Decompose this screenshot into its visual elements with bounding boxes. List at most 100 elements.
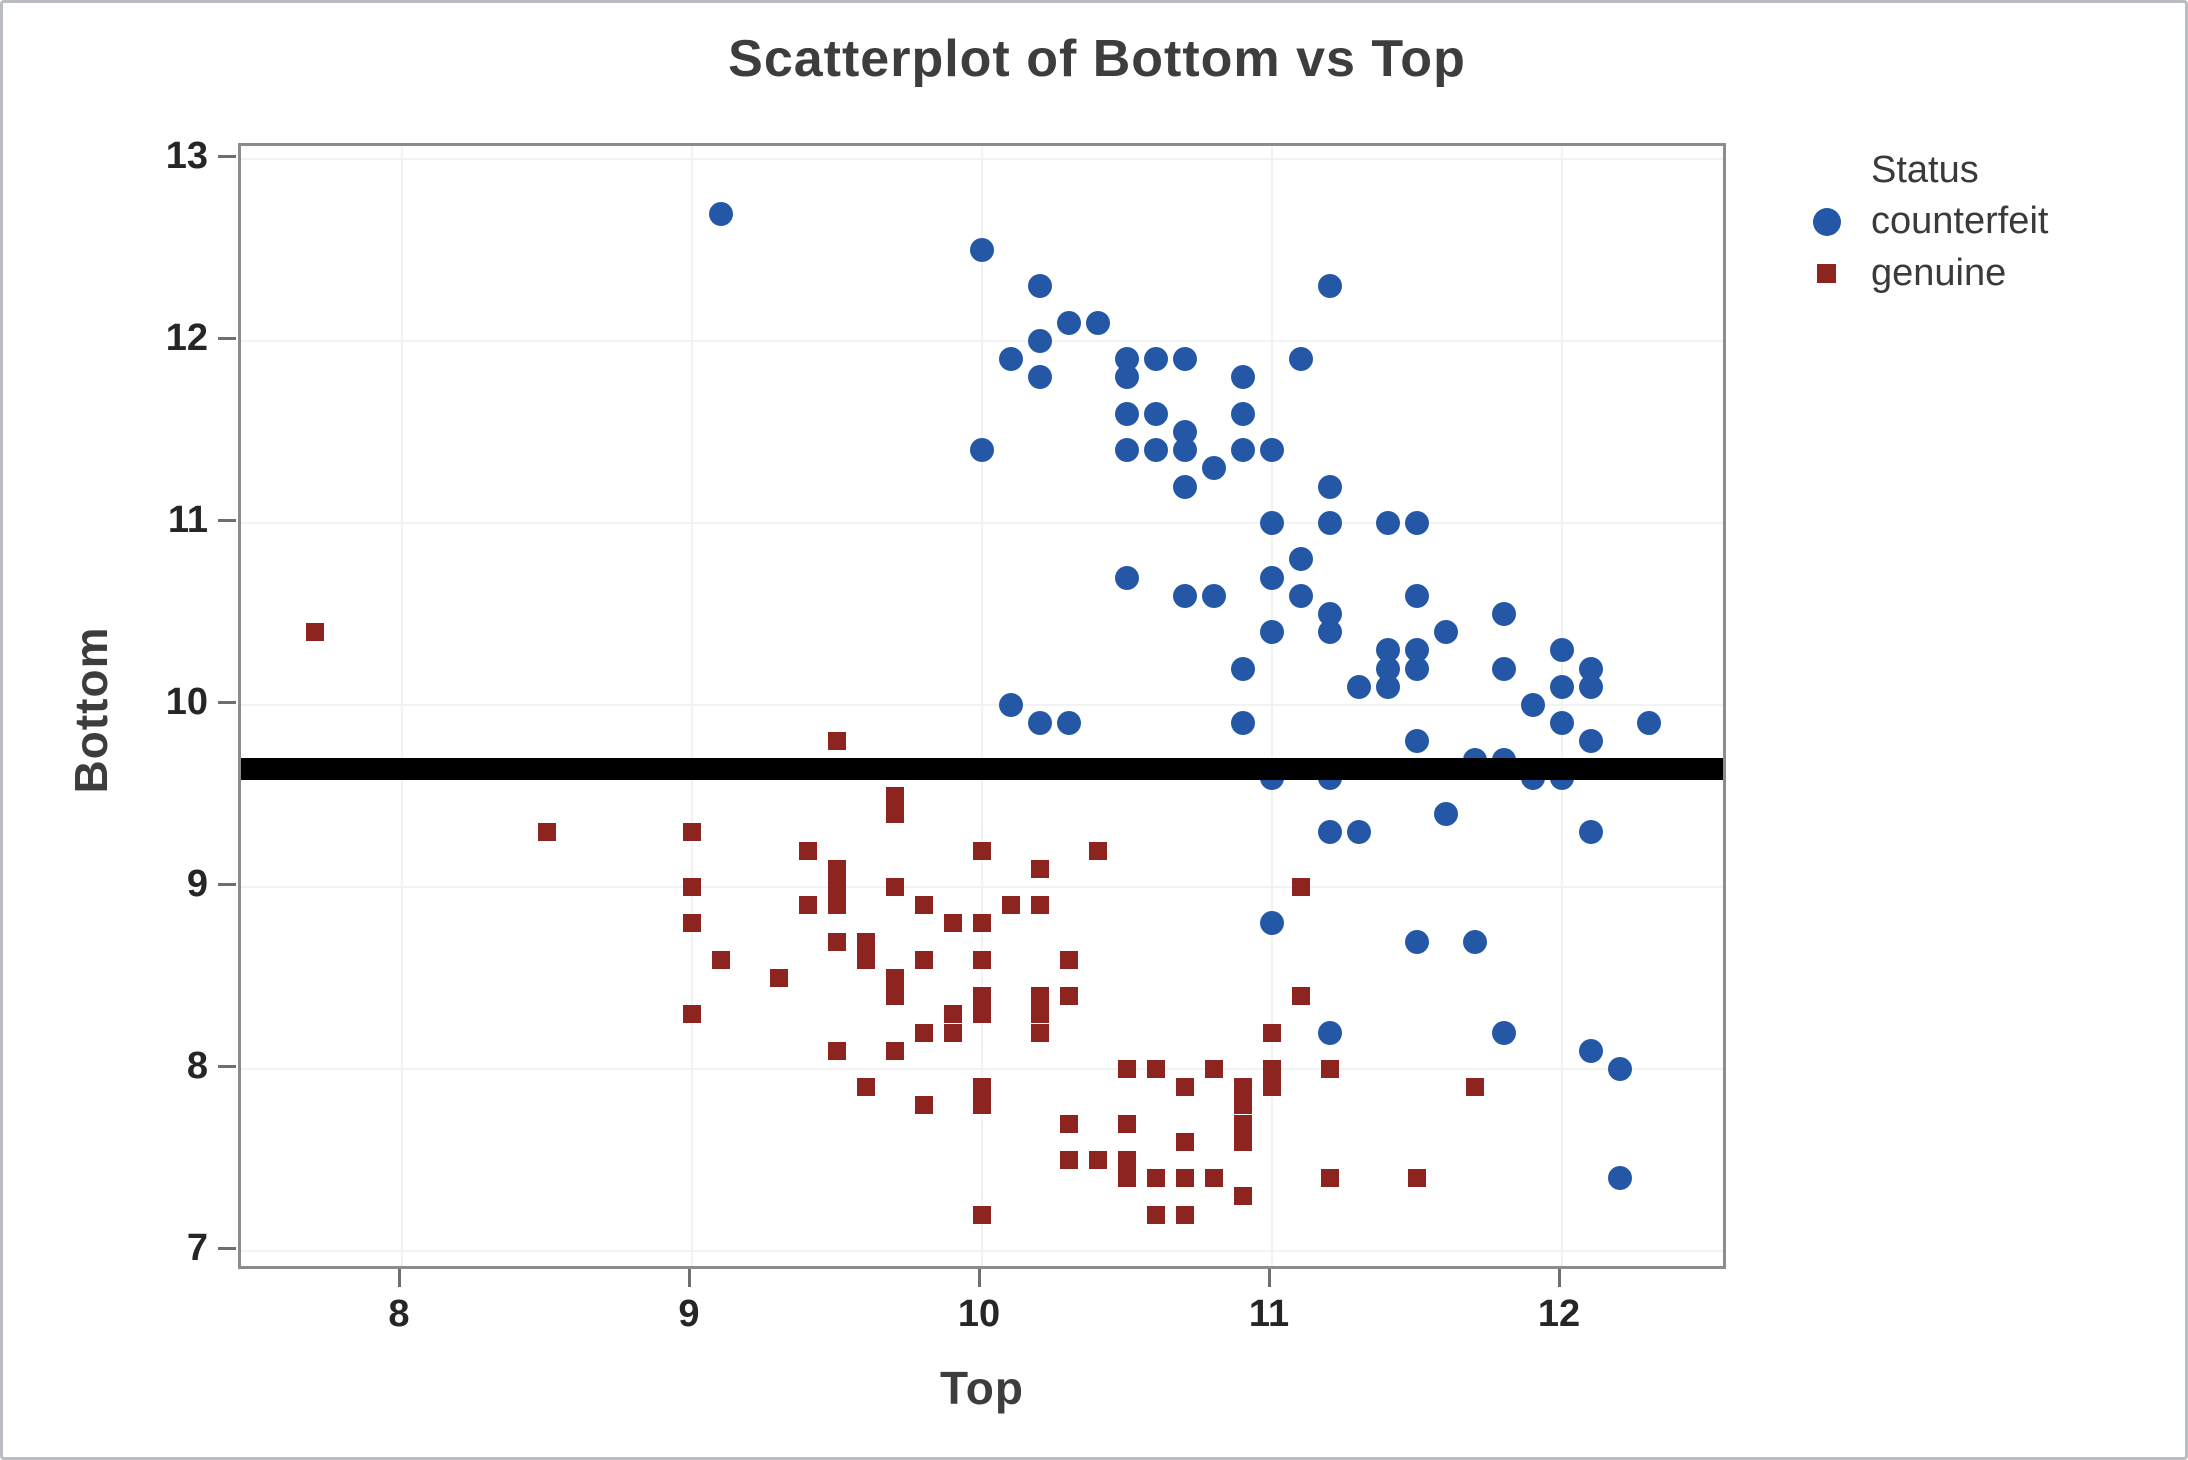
data-point-genuine — [915, 896, 933, 915]
data-point-counterfeit — [1318, 620, 1342, 645]
data-point-genuine — [1031, 1005, 1049, 1024]
x-tick-label: 11 — [1248, 1293, 1290, 1335]
data-point-counterfeit — [1434, 802, 1458, 827]
data-point-genuine — [1031, 1023, 1049, 1042]
data-point-counterfeit — [1347, 820, 1371, 845]
data-point-genuine — [886, 878, 904, 896]
data-point-counterfeit — [1492, 1020, 1516, 1045]
data-point-counterfeit — [1260, 438, 1284, 463]
data-point-genuine — [306, 623, 324, 642]
data-point-genuine — [1060, 987, 1078, 1006]
data-point-counterfeit — [1231, 365, 1255, 390]
data-point-genuine — [1263, 1060, 1281, 1078]
x-tick-mark — [1268, 1269, 1271, 1287]
data-point-genuine — [1234, 1078, 1252, 1097]
x-tick-label: 9 — [678, 1293, 700, 1335]
x-tick-mark — [688, 1269, 691, 1287]
y-tick-label: 10 — [165, 681, 208, 723]
data-point-genuine — [886, 987, 904, 1006]
data-point-counterfeit — [1231, 656, 1255, 681]
data-point-genuine — [1176, 1169, 1194, 1188]
gridline-horizontal — [241, 704, 1723, 706]
legend-item-counterfeit: counterfeit — [1805, 200, 2048, 243]
data-point-counterfeit — [1608, 1166, 1632, 1191]
data-point-counterfeit — [1202, 456, 1226, 481]
data-point-counterfeit — [1231, 711, 1255, 736]
data-point-counterfeit — [1376, 511, 1400, 535]
data-point-genuine — [973, 1205, 991, 1224]
legend: Status counterfeit genuine — [1805, 149, 2048, 304]
data-point-counterfeit — [1028, 365, 1052, 390]
data-point-counterfeit — [1289, 547, 1313, 572]
gridline-horizontal — [241, 158, 1723, 160]
gridline-vertical — [691, 146, 693, 1266]
data-point-counterfeit — [1289, 347, 1313, 372]
data-point-genuine — [1147, 1205, 1165, 1224]
legend-item-label: counterfeit — [1871, 200, 2049, 242]
data-point-counterfeit — [999, 347, 1023, 372]
data-point-counterfeit — [1579, 820, 1603, 845]
y-tick-mark — [218, 1247, 236, 1250]
legend-item-label: genuine — [1871, 252, 2007, 294]
data-point-counterfeit — [1521, 693, 1545, 717]
data-point-genuine — [770, 969, 788, 987]
data-point-genuine — [683, 1005, 701, 1024]
data-point-genuine — [1234, 1132, 1252, 1151]
data-point-genuine — [1176, 1078, 1194, 1097]
data-point-genuine — [886, 787, 904, 805]
data-point-counterfeit — [1173, 474, 1197, 499]
data-point-counterfeit — [1492, 656, 1516, 681]
data-point-genuine — [1292, 987, 1310, 1006]
data-point-genuine — [915, 1023, 933, 1042]
y-tick-mark — [218, 337, 236, 340]
gridline-vertical — [1561, 146, 1563, 1266]
data-point-counterfeit — [1260, 565, 1284, 590]
data-point-genuine — [1031, 987, 1049, 1006]
data-point-counterfeit — [1144, 438, 1168, 463]
data-point-genuine — [828, 732, 846, 751]
y-tick-label: 13 — [165, 135, 208, 177]
data-point-genuine — [828, 932, 846, 951]
data-point-counterfeit — [1260, 620, 1284, 645]
chart-title: Scatterplot of Bottom vs Top — [728, 30, 1466, 88]
data-point-counterfeit — [1405, 511, 1429, 535]
data-point-genuine — [1321, 1169, 1339, 1188]
data-point-counterfeit — [1318, 274, 1342, 299]
data-point-genuine — [1408, 1169, 1426, 1188]
data-point-counterfeit — [1318, 1020, 1342, 1045]
data-point-genuine — [1031, 896, 1049, 915]
x-tick-label: 8 — [388, 1293, 410, 1335]
data-point-genuine — [1234, 1114, 1252, 1133]
data-point-counterfeit — [1202, 583, 1226, 608]
data-point-counterfeit — [1405, 929, 1429, 954]
legend-item-genuine: genuine — [1805, 252, 2048, 295]
data-point-genuine — [1089, 1151, 1107, 1169]
data-point-counterfeit — [1144, 347, 1168, 372]
y-tick-label: 7 — [186, 1227, 208, 1269]
genuine-square-icon — [1805, 264, 1871, 283]
plot-area — [238, 143, 1726, 1269]
y-tick-label: 12 — [165, 317, 208, 359]
reference-line — [241, 757, 1723, 780]
data-point-counterfeit — [1579, 674, 1603, 699]
data-point-genuine — [1176, 1205, 1194, 1224]
data-point-genuine — [538, 823, 556, 842]
data-point-genuine — [1060, 1114, 1078, 1133]
data-point-counterfeit — [1550, 638, 1574, 663]
data-point-genuine — [712, 950, 730, 969]
y-tick-mark — [218, 1065, 236, 1068]
data-point-genuine — [683, 823, 701, 842]
gridline-vertical — [401, 146, 403, 1266]
data-point-counterfeit — [1173, 438, 1197, 463]
data-point-genuine — [1060, 1151, 1078, 1169]
data-point-counterfeit — [1115, 438, 1139, 463]
data-point-genuine — [973, 950, 991, 969]
x-tick-label: 12 — [1537, 1293, 1581, 1335]
data-point-genuine — [915, 1096, 933, 1115]
data-point-genuine — [944, 1005, 962, 1024]
y-tick-label: 8 — [186, 1045, 208, 1087]
x-tick-mark — [978, 1269, 981, 1287]
gridline-horizontal — [241, 1250, 1723, 1252]
data-point-counterfeit — [1405, 656, 1429, 681]
data-point-counterfeit — [1173, 347, 1197, 372]
